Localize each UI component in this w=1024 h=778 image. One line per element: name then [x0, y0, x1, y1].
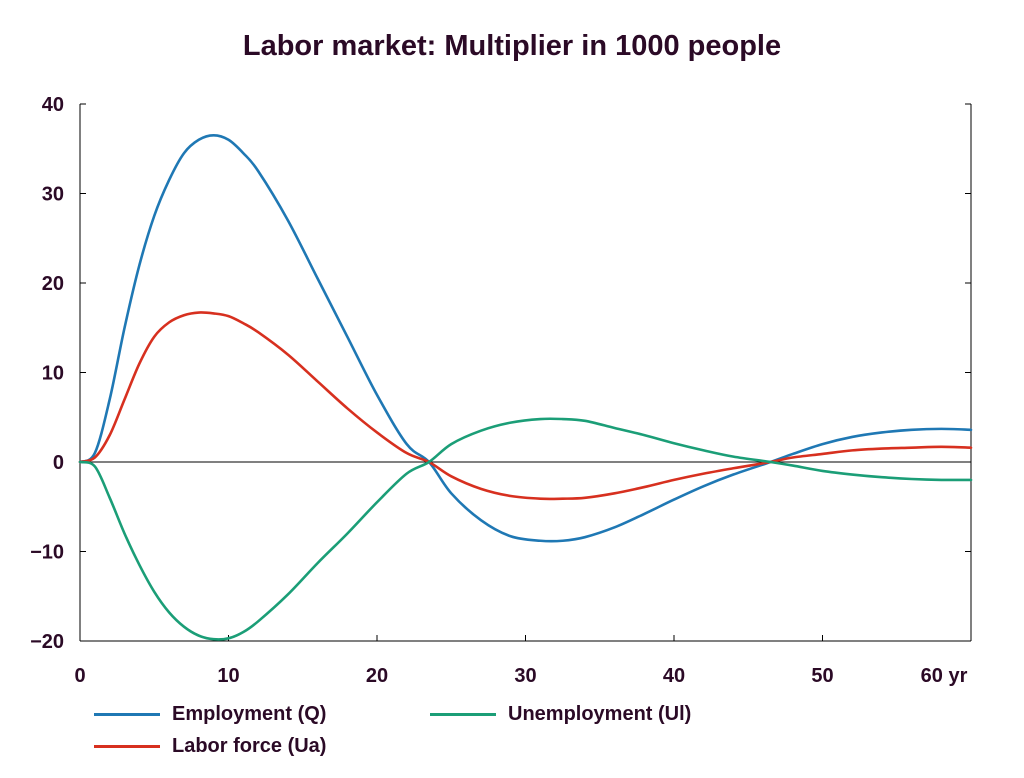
y-tick-label: 30 — [42, 184, 64, 206]
chart-title: Labor market: Multiplier in 1000 people — [242, 30, 782, 62]
y-tick-label: 40 — [42, 94, 64, 116]
x-tick-label: 60 yr — [921, 665, 968, 687]
legend-label-labor-force: Labor force (Ua) — [172, 735, 327, 757]
y-tick-label: −20 — [30, 631, 64, 653]
legend-item-unemployment: Unemployment (Ul) — [430, 703, 691, 726]
series-line-labor-force — [78, 311, 973, 501]
y-tick-label: 20 — [42, 273, 64, 295]
y-tick-label: 10 — [42, 363, 64, 385]
legend-swatch-labor-force — [94, 745, 160, 748]
legend-swatch-employment — [94, 713, 160, 716]
legend-item-labor-force: Labor force (Ua) — [94, 735, 326, 758]
x-tick-label: 30 — [514, 665, 536, 687]
series-layer — [78, 134, 973, 641]
x-tick-label: 50 — [811, 665, 833, 687]
tick-labels: −20 −10 0 10 20 30 40 0 10 20 30 40 50 60 yr — [30, 94, 968, 687]
y-tick-label: −10 — [30, 542, 64, 564]
legend-swatch-unemployment — [430, 713, 496, 716]
x-tick-label: 0 — [74, 665, 85, 687]
axes-layer — [79, 103, 972, 642]
series-line-unemployment — [78, 417, 973, 641]
x-tick-label: 40 — [663, 665, 685, 687]
series-line-employment — [78, 134, 973, 543]
legend-item-employment: Employment (Q) — [94, 703, 326, 726]
legend-label-employment: Employment (Q) — [172, 703, 327, 725]
x-tick-label: 10 — [217, 665, 239, 687]
x-tick-label: 20 — [366, 665, 388, 687]
y-tick-label: 0 — [53, 452, 64, 474]
legend-label-unemployment: Unemployment (Ul) — [508, 703, 692, 725]
